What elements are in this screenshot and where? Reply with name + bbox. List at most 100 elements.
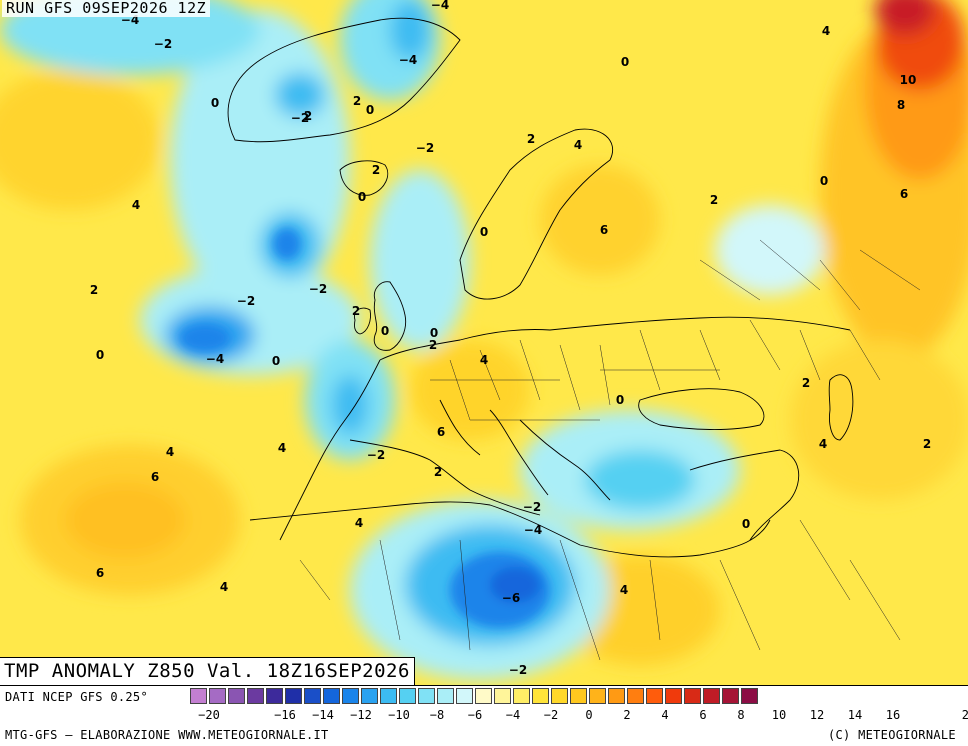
colorbar-tick-label: 0 xyxy=(585,708,593,722)
colorbar-swatch xyxy=(380,688,397,704)
contour-label: 2 xyxy=(352,304,360,318)
contour-label: 4 xyxy=(278,441,286,455)
contour-label: 2 xyxy=(923,437,931,451)
map-title: TMP ANOMALY Z850 Val. 18Z16SEP2026 xyxy=(0,657,415,686)
contour-label: 0 xyxy=(430,326,438,340)
colorbar-tick-label: −10 xyxy=(388,708,410,722)
colorbar-swatch xyxy=(285,688,302,704)
iceland-coast xyxy=(339,160,389,196)
colorbar-tick-label: −6 xyxy=(467,708,483,722)
british-isles-coast xyxy=(373,281,407,351)
colorbar-tick-label: 20 xyxy=(961,708,968,722)
contour-label: 6 xyxy=(151,470,159,484)
contour-label: 0 xyxy=(480,225,488,239)
colorbar-tick-label: 14 xyxy=(847,708,863,722)
contour-label: 0 xyxy=(616,393,624,407)
colorbar-tick-label: 8 xyxy=(737,708,745,722)
run-title: RUN GFS 09SEP2026 12Z xyxy=(2,0,211,17)
ireland-coast xyxy=(354,307,371,335)
contour-label: 4 xyxy=(355,516,363,530)
contour-label: −4 xyxy=(399,53,417,67)
contour-labels: −4−20 2−4−440−22 02−22 404108206062−2−2200−… xyxy=(90,0,931,677)
contour-label: 2 xyxy=(429,338,437,352)
north-africa-coast xyxy=(249,501,771,558)
data-source: DATI NCEP GFS 0.25° xyxy=(5,690,148,704)
colorbar-swatch xyxy=(190,688,207,704)
contour-label: 6 xyxy=(96,566,104,580)
colorbar-swatch xyxy=(646,688,663,704)
colorbar-swatch xyxy=(361,688,378,704)
contour-label: −2 xyxy=(416,141,434,155)
colorbar-tick-label: −12 xyxy=(350,708,372,722)
contour-label: −4 xyxy=(206,352,224,366)
contour-label: 6 xyxy=(437,425,445,439)
colorbar-swatch xyxy=(741,688,758,704)
contour-label: 4 xyxy=(220,580,228,594)
colorbar-swatch xyxy=(399,688,416,704)
contour-label: −2 xyxy=(509,663,527,677)
colorbar-swatch xyxy=(266,688,283,704)
contour-label: 0 xyxy=(381,324,389,338)
colorbar-swatch xyxy=(418,688,435,704)
contour-label: −4 xyxy=(524,523,542,537)
colorbar-swatch xyxy=(684,688,701,704)
scandinavia-coast xyxy=(459,128,613,300)
colorbar-swatch xyxy=(722,688,739,704)
colorbar-swatch xyxy=(570,688,587,704)
contour-label: 2 xyxy=(90,283,98,297)
contour-label: 4 xyxy=(132,198,140,212)
colorbar-tick-label: −8 xyxy=(429,708,445,722)
colorbar-tick-label: −16 xyxy=(274,708,296,722)
anomaly-core-layer xyxy=(180,228,550,628)
colorbar-swatch xyxy=(475,688,492,704)
contour-label: 8 xyxy=(897,98,905,112)
contour-label: 6 xyxy=(900,187,908,201)
contour-label: 4 xyxy=(819,437,827,451)
anomaly-map-canvas: −4−20 2−4−440−22 02−22 404108206062−2−2200−… xyxy=(0,0,968,685)
contour-label: 2 xyxy=(353,94,361,108)
colorbar-swatch xyxy=(342,688,359,704)
contour-label: 2 xyxy=(527,132,535,146)
italy-coast xyxy=(489,409,549,496)
colorbar-swatch xyxy=(513,688,530,704)
europe-coast xyxy=(279,316,851,541)
colorbar-tick-label: 12 xyxy=(809,708,825,722)
contour-label: 0 xyxy=(272,354,280,368)
contour-label: 0 xyxy=(742,517,750,531)
colorbar-tick-label: −14 xyxy=(312,708,334,722)
caspian-coast xyxy=(828,374,854,441)
contour-label: 2 xyxy=(304,109,312,123)
colorbar-swatch xyxy=(589,688,606,704)
contour-label: 4 xyxy=(574,138,582,152)
contour-label: −2 xyxy=(154,37,172,51)
contour-label: 0 xyxy=(820,174,828,188)
colorbar-swatch xyxy=(532,688,549,704)
colorbar-swatch xyxy=(608,688,625,704)
colorbar-tick-label: 4 xyxy=(661,708,669,722)
colorbar-swatch xyxy=(304,688,321,704)
black-sea-coast xyxy=(638,388,765,430)
contour-label: 0 xyxy=(211,96,219,110)
colorbar-swatch xyxy=(551,688,568,704)
colorbar-swatch xyxy=(228,688,245,704)
contour-label: −2 xyxy=(309,282,327,296)
colorbar-swatch xyxy=(627,688,644,704)
colorbar-tick-label: −2 xyxy=(543,708,559,722)
colorbar-swatch xyxy=(703,688,720,704)
contour-label: 10 xyxy=(900,73,917,87)
contour-label: 0 xyxy=(621,55,629,69)
colorbar-tick-label: −20 xyxy=(198,708,220,722)
colorbar-tick-label: 6 xyxy=(699,708,707,722)
country-borders xyxy=(299,239,921,661)
colorbar-swatch xyxy=(437,688,454,704)
contour-label: −2 xyxy=(291,111,309,125)
colorbar-tick-label: −4 xyxy=(505,708,521,722)
anomaly-fill-layer xyxy=(0,0,968,680)
contour-label: 4 xyxy=(620,583,628,597)
credit-right: (C) METEOGIORNALE xyxy=(828,728,956,742)
contour-label: 2 xyxy=(434,465,442,479)
contour-label: −2 xyxy=(367,448,385,462)
contour-label: −2 xyxy=(237,294,255,308)
colorbar-swatch xyxy=(323,688,340,704)
credit-left: MTG-GFS — ELABORAZIONE WWW.METEOGIORNALE… xyxy=(5,728,329,742)
